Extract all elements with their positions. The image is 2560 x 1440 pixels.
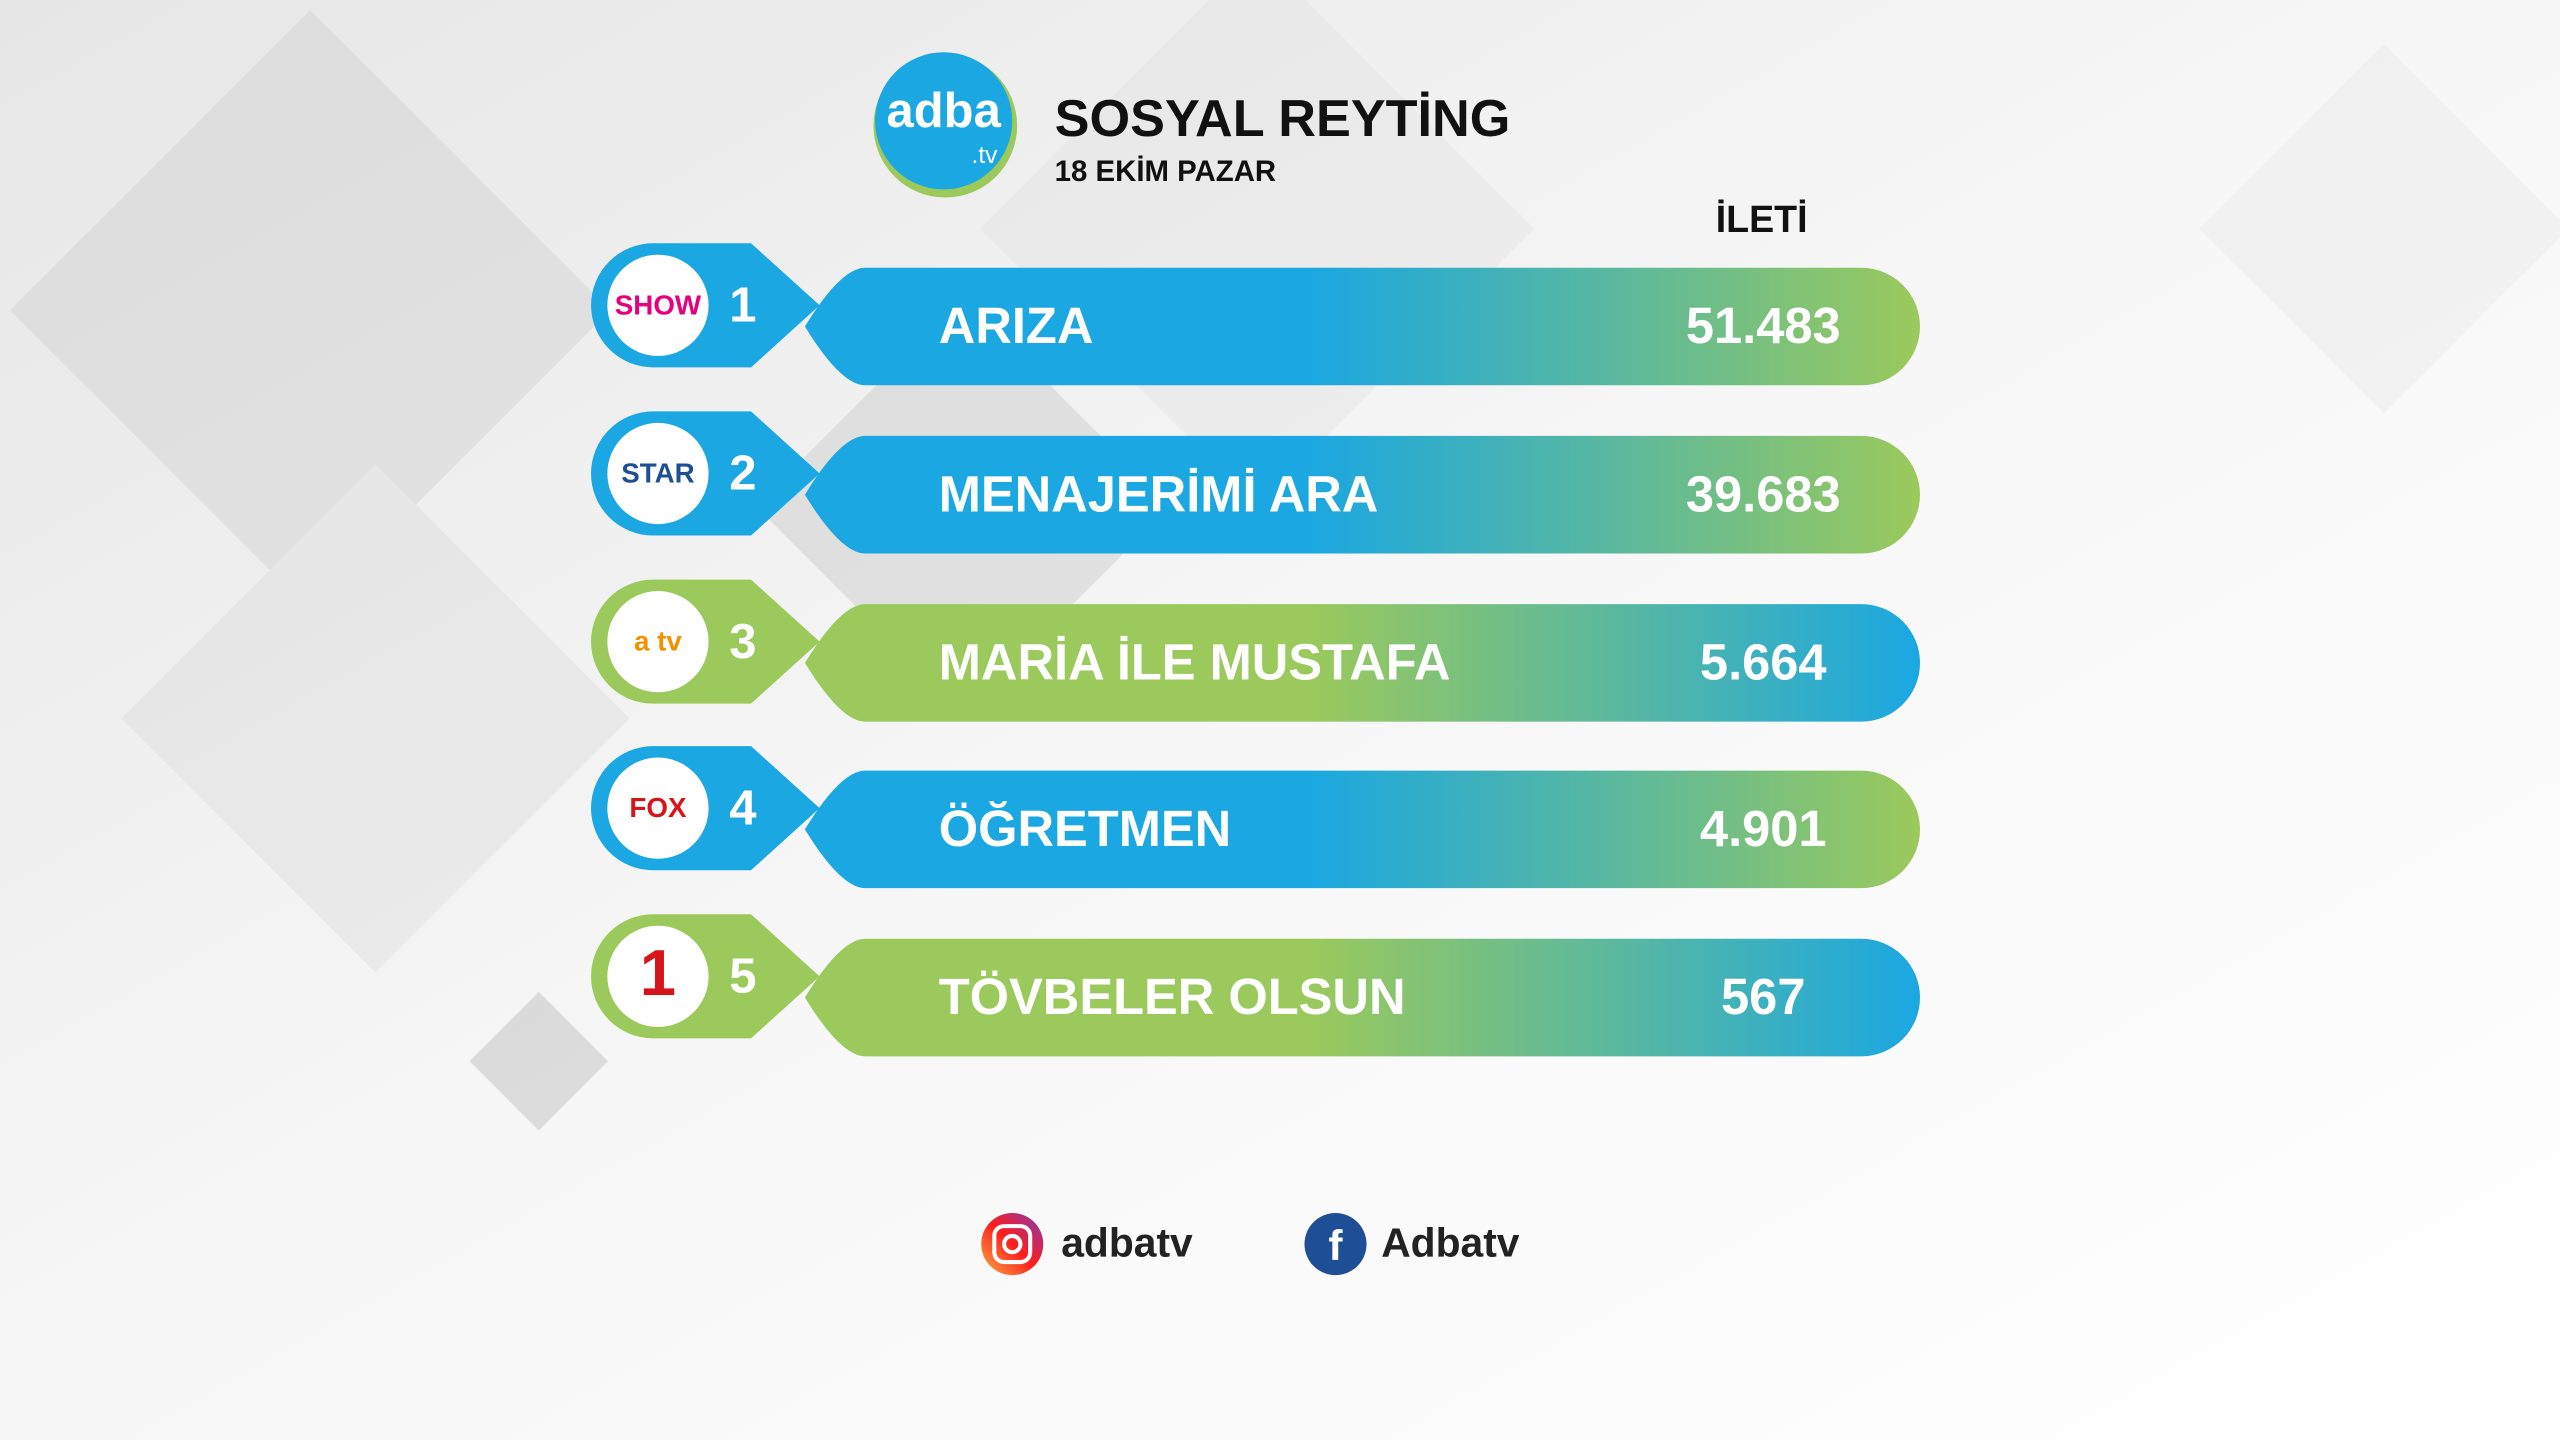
channel-name: FOX: [629, 792, 687, 823]
show-name: MENAJERİMİ ARA: [939, 465, 1379, 522]
row-band: [804, 770, 1920, 889]
channel-logo: [607, 254, 709, 356]
instagram-glyph: [992, 1224, 1033, 1265]
ranking: SHOW 1 ARIZA 51.483 STAR 2 MENAJERİMİ ARA 39.68…: [591, 243, 1920, 1057]
post-count: 4.901: [1700, 800, 1827, 857]
channel-name: STAR: [621, 457, 694, 488]
channel-logo: [607, 757, 709, 859]
rank: 1: [729, 279, 756, 333]
channel-logo: [607, 422, 709, 525]
rank: 3: [729, 615, 756, 669]
row-band: [804, 604, 1920, 722]
instagram-handle: adbatv: [1061, 1219, 1193, 1265]
rank: 2: [729, 447, 756, 501]
channel-logo: [607, 591, 709, 693]
show-name: ARIZA: [939, 297, 1094, 354]
logo-text: adba: [887, 84, 1002, 138]
channel-logo: [607, 925, 709, 1027]
date: 18 EKİM PAZAR: [1055, 155, 1276, 188]
facebook-handle: Adbatv: [1381, 1219, 1520, 1265]
facebook-glyph: f: [1328, 1222, 1343, 1269]
logo: [875, 52, 1013, 190]
title: SOSYAL REYTİNG: [1055, 90, 1511, 148]
post-count: 51.483: [1686, 297, 1841, 354]
instagram-icon: [981, 1213, 1044, 1276]
row-band: [804, 435, 1920, 554]
facebook-icon: [1304, 1213, 1367, 1276]
show-name: TÖVBELER OLSUN: [939, 968, 1406, 1025]
instagram-glyph: [1002, 1233, 1023, 1255]
row-band: [804, 938, 1920, 1057]
channel-name: a tv: [634, 626, 682, 657]
rank: 5: [729, 950, 756, 1004]
channel-name: 1: [640, 936, 676, 1009]
column-header: İLETİ: [1716, 198, 1808, 240]
post-count: 5.664: [1700, 633, 1827, 690]
logo-sub: .tv: [972, 142, 999, 169]
rank: 4: [729, 781, 756, 835]
show-name: MARİA İLE MUSTAFA: [939, 633, 1451, 690]
show-name: ÖĞRETMEN: [939, 800, 1231, 857]
post-count: 567: [1721, 968, 1805, 1025]
post-count: 39.683: [1686, 465, 1841, 522]
channel-name: SHOW: [615, 289, 702, 320]
row-band: [804, 267, 1920, 386]
